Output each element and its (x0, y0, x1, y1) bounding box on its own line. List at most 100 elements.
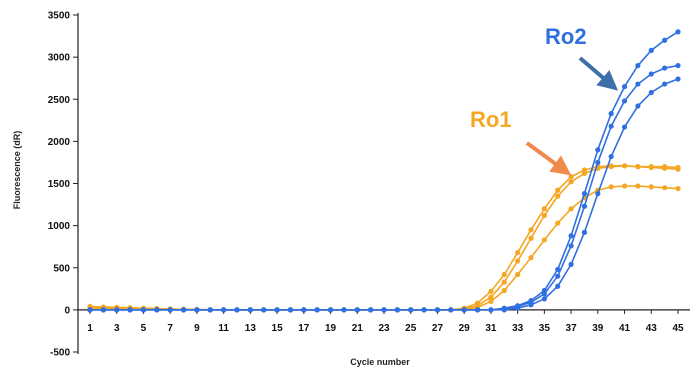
data-point (488, 294, 494, 300)
y-tick-label: 1000 (48, 221, 71, 232)
series-ro2-6 (87, 76, 681, 313)
annotations: Ro1 Ro2 (470, 24, 619, 176)
series-group (87, 29, 681, 313)
x-tick-label: 21 (352, 323, 364, 334)
data-point (140, 307, 147, 313)
y-tick-label: 3000 (48, 53, 71, 64)
data-point (488, 298, 494, 305)
data-point (581, 191, 588, 197)
data-point (221, 307, 227, 313)
data-point (515, 249, 521, 256)
data-point (608, 163, 614, 169)
data-point (474, 307, 481, 313)
data-point (541, 296, 547, 302)
x-tick-label: 27 (432, 323, 444, 334)
data-point (635, 62, 641, 69)
data-point (662, 81, 668, 87)
x-tick-label: 31 (485, 323, 497, 334)
series-ro2-5 (87, 62, 681, 313)
data-point (381, 307, 387, 313)
data-point (555, 283, 561, 289)
data-point (648, 89, 654, 96)
annotation-ro1: Ro1 (470, 107, 512, 132)
x-tick-label: 15 (272, 323, 284, 334)
data-point (608, 123, 614, 129)
x-tick-label: 35 (539, 323, 551, 334)
data-point (555, 187, 561, 193)
data-point (234, 307, 240, 313)
data-point (581, 203, 588, 209)
data-point (301, 307, 307, 313)
x-tick-label: 13 (245, 323, 257, 334)
data-point (461, 307, 467, 313)
data-point (675, 76, 681, 82)
y-tick-label: 1500 (48, 179, 71, 190)
x-tick-label: 37 (566, 323, 578, 334)
data-point (635, 183, 641, 189)
x-tick-label: 9 (194, 323, 200, 334)
data-point (662, 185, 668, 191)
data-point (675, 166, 681, 172)
data-point (501, 307, 507, 313)
data-point (528, 227, 534, 233)
data-point (167, 307, 173, 313)
data-point (448, 307, 454, 313)
data-point (541, 237, 547, 243)
data-point (675, 29, 681, 35)
data-point (621, 183, 628, 189)
series-line (89, 185, 679, 311)
data-point (555, 273, 561, 279)
data-point (662, 65, 668, 71)
data-point (528, 302, 534, 308)
data-point (434, 307, 441, 313)
x-tick-label: 5 (141, 323, 147, 334)
data-point (595, 191, 601, 197)
data-point (608, 110, 614, 117)
data-point (635, 81, 641, 87)
x-tick-label: 41 (619, 323, 631, 334)
data-point (501, 287, 507, 294)
x-tick-label: 17 (298, 323, 310, 334)
data-point (675, 62, 681, 69)
data-point (648, 71, 654, 77)
data-point (354, 307, 360, 313)
data-point (621, 163, 628, 169)
data-point (207, 307, 213, 313)
data-point (648, 47, 654, 53)
data-point (635, 103, 641, 109)
series-ro1-1 (87, 163, 681, 313)
y-tick-label: 2000 (48, 137, 71, 148)
data-point (568, 233, 574, 239)
data-point (555, 266, 561, 273)
annotation-ro2: Ro2 (545, 24, 587, 49)
data-point (595, 159, 601, 166)
data-point (421, 307, 427, 313)
data-point (675, 185, 681, 192)
y-axis: 3500 3000 2500 2000 1500 1000 500 0 -500 (48, 11, 79, 359)
data-point (515, 305, 521, 311)
series-ro1-3 (87, 183, 681, 313)
data-point (474, 300, 481, 306)
x-tick-label: 19 (325, 323, 337, 334)
arrow-ro1 (525, 141, 572, 176)
data-point (314, 307, 320, 313)
data-point (394, 307, 400, 313)
data-point (608, 153, 614, 160)
data-point (648, 184, 654, 190)
data-point (100, 307, 106, 313)
data-point (541, 212, 547, 219)
x-tick-label: 29 (459, 323, 471, 334)
x-axis-label: Cycle number (350, 357, 410, 367)
data-point (528, 255, 534, 261)
data-point (621, 124, 628, 130)
data-point (662, 165, 668, 171)
y-tick-label: -500 (50, 348, 70, 359)
data-point (568, 206, 574, 212)
data-point (621, 84, 628, 90)
data-point (127, 307, 133, 313)
x-tick-label: 1 (87, 323, 93, 334)
x-tick-label: 39 (592, 323, 604, 334)
y-tick-label: 0 (64, 305, 70, 316)
